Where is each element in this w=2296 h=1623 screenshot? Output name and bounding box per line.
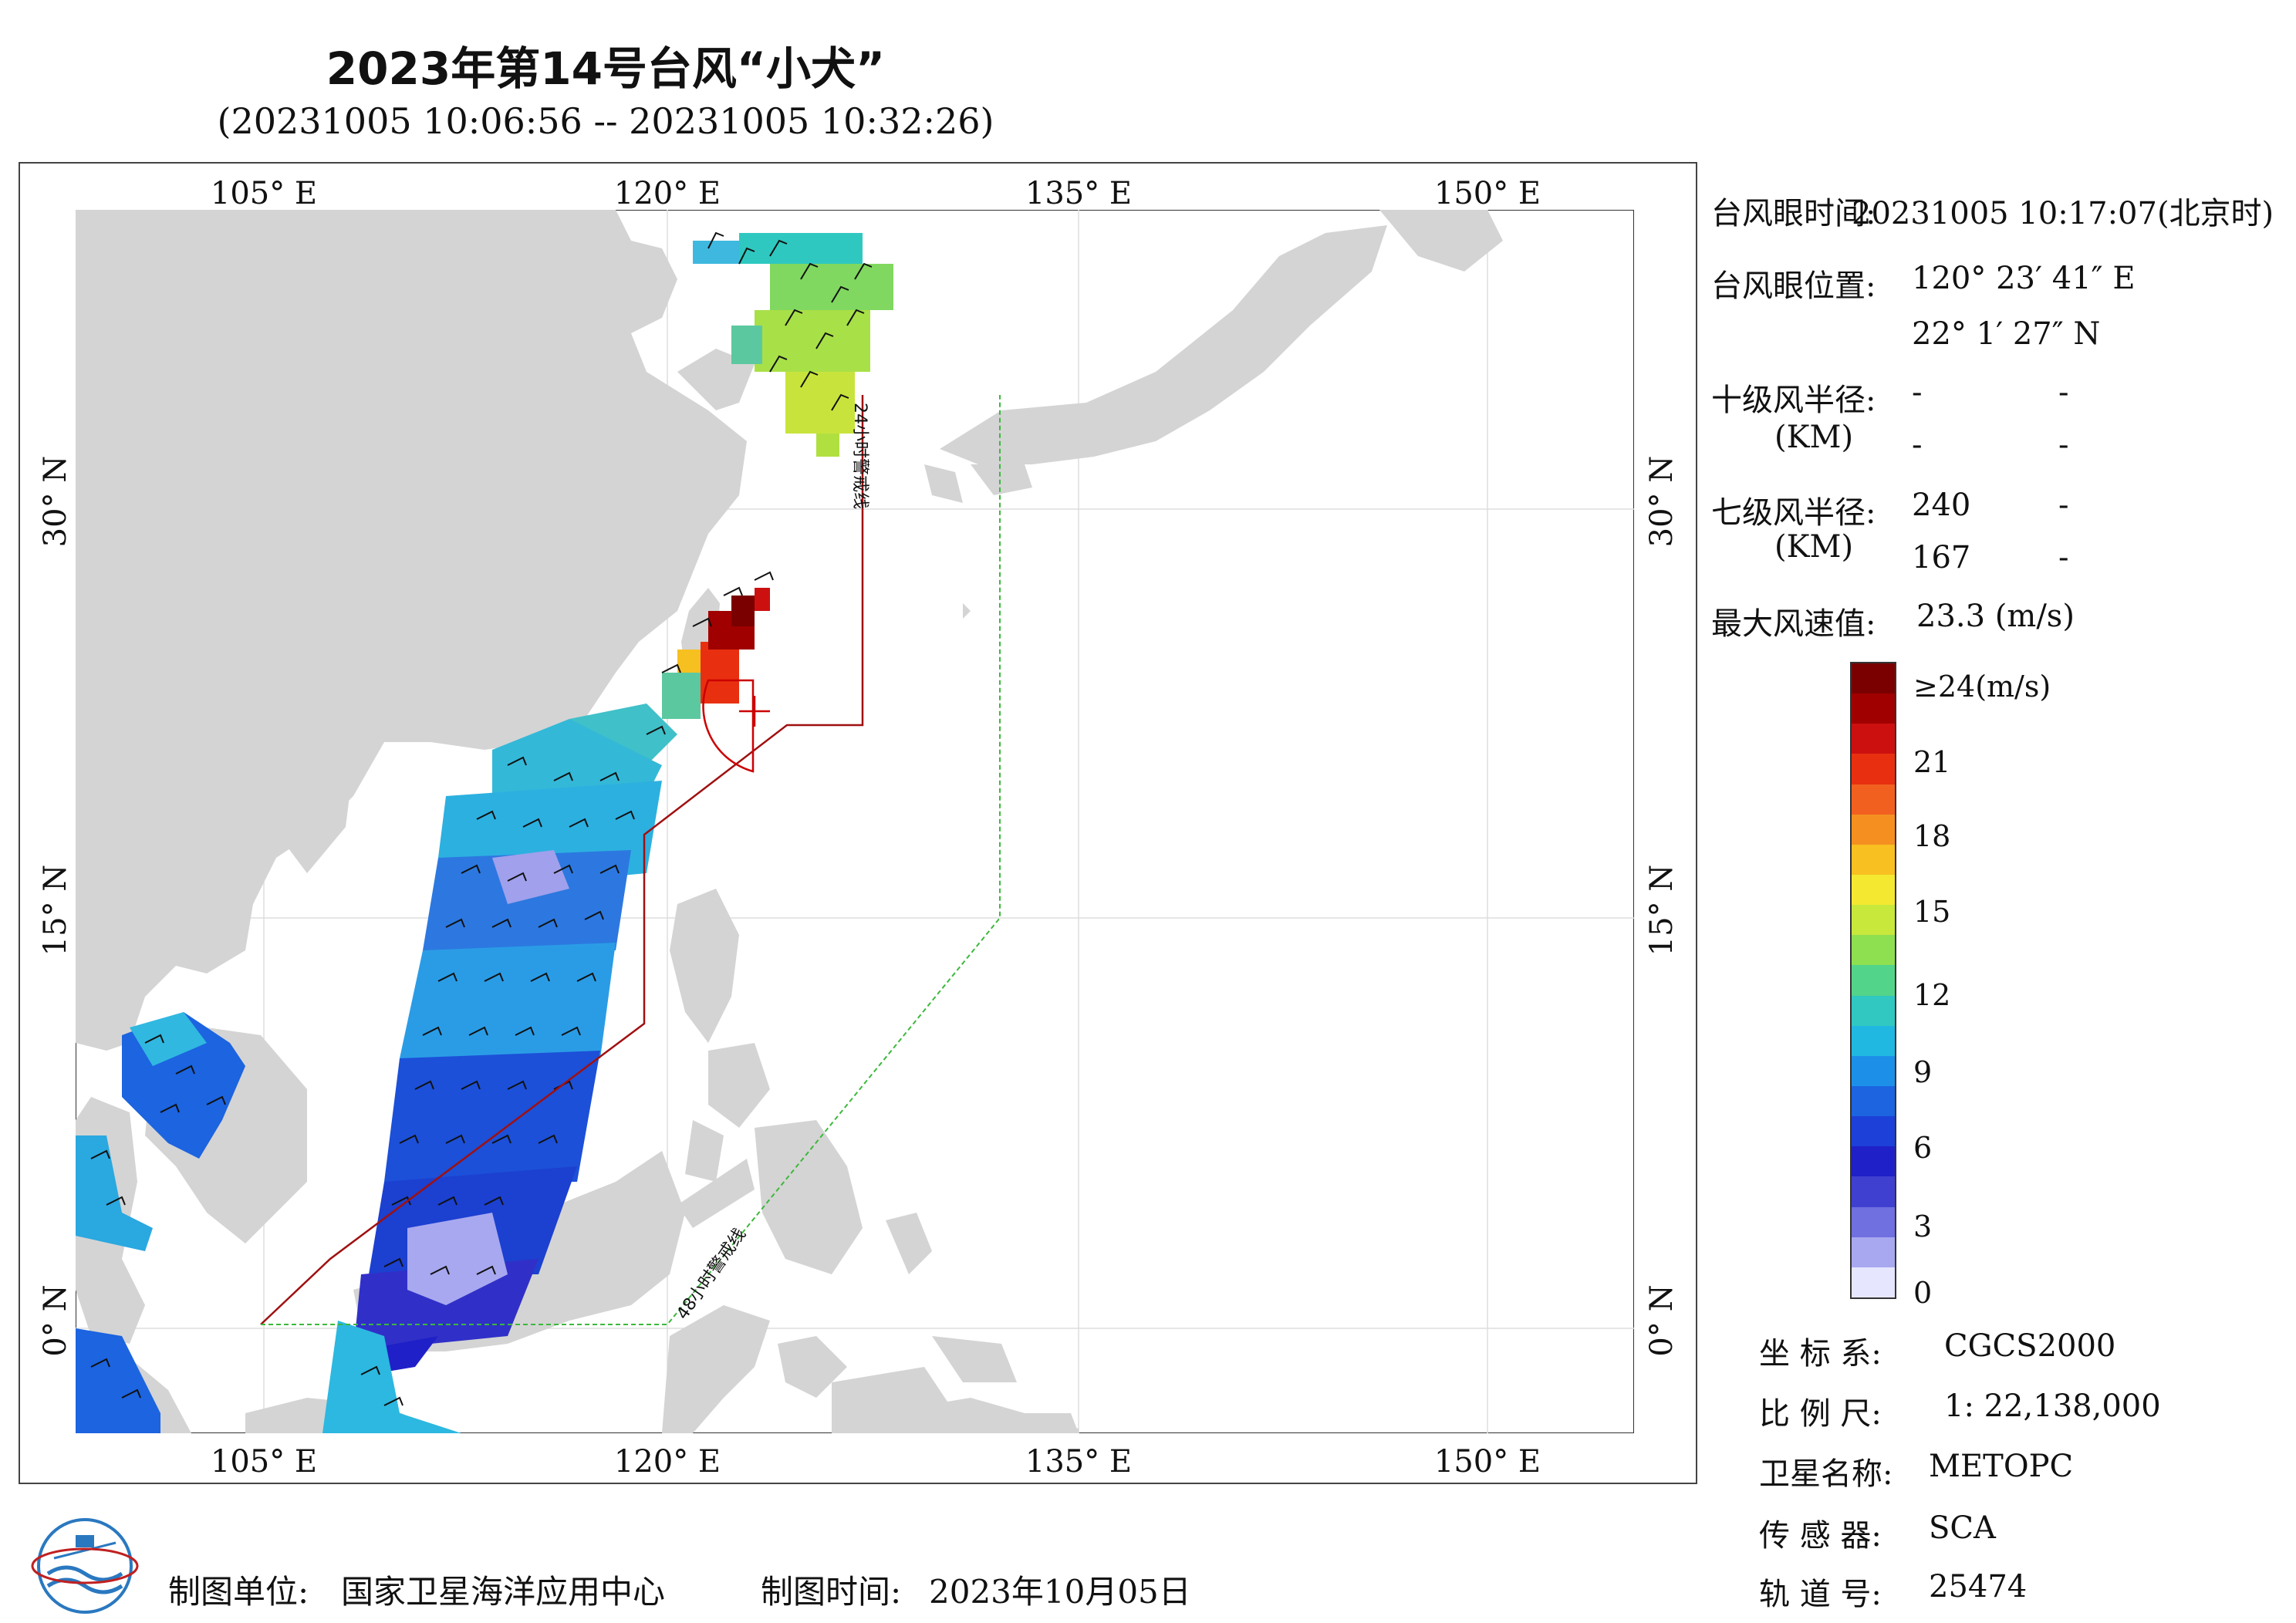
wind-swath-gulf <box>76 1012 461 1433</box>
orbit-value: 25474 <box>1929 1569 2028 1604</box>
r7-a1: 240 <box>1912 488 1971 523</box>
production-date-value: 2023年10月05日 <box>929 1573 1191 1611</box>
colorbar-segment <box>1852 1055 1895 1086</box>
colorbar-segment <box>1852 693 1895 724</box>
lon-tick-top-135: 135° E <box>1025 176 1133 211</box>
wind-swath-taiwan <box>662 588 770 719</box>
colorbar-segment <box>1852 663 1895 694</box>
colorbar-segment <box>1852 814 1895 845</box>
colorbar-segment <box>1852 874 1895 906</box>
eye-latitude: 22° 1′ 27″ N <box>1912 316 2101 352</box>
colorbar-segment <box>1852 905 1895 936</box>
producer-value: 国家卫星海洋应用中心 <box>341 1573 666 1611</box>
r7-b2: - <box>2058 540 2069 575</box>
nsoas-logo-icon <box>31 1518 139 1614</box>
scale-label: 比 例 尺: <box>1759 1396 1882 1432</box>
r10-label: 十级风半径: <box>1711 383 1876 418</box>
satellite-value: METOPC <box>1929 1449 2074 1484</box>
colorbar-segment <box>1852 724 1895 754</box>
eye-longitude: 120° 23′ 41″ E <box>1912 261 2136 296</box>
warning-line-24h <box>260 395 864 1325</box>
lat-tick-left-15: 15° N <box>38 864 73 957</box>
r10-b2: - <box>2058 427 2069 463</box>
r7-label: 七级风半径: <box>1711 495 1876 531</box>
colorbar-label-0: 0 <box>1913 1276 1933 1310</box>
sensor-label: 传 感 器: <box>1759 1518 1882 1554</box>
lon-tick-bottom-150: 150° E <box>1433 1444 1541 1480</box>
colorbar-segment <box>1852 754 1895 785</box>
map-title: 2023年第14号台风“小犬” <box>326 42 886 95</box>
colorbar-segment <box>1852 1237 1895 1267</box>
warning-line-48h <box>261 395 1001 1325</box>
lon-tick-bottom-120: 120° E <box>613 1444 721 1480</box>
map-frame <box>19 162 1697 1484</box>
r10-unit: (KM) <box>1774 420 1854 455</box>
colorbar-segment <box>1852 1267 1895 1297</box>
r10-a2: - <box>2058 375 2069 410</box>
satellite-label: 卫星名称: <box>1759 1456 1893 1492</box>
producer-label: 制图单位: <box>168 1573 309 1611</box>
scale-value: 1: 22,138,000 <box>1944 1388 2161 1424</box>
max-wind-value: 23.3 (m/s) <box>1916 599 2075 634</box>
lat-tick-left-30: 30° N <box>38 455 73 548</box>
colorbar-segment <box>1852 1146 1895 1177</box>
colorbar-segment <box>1852 1025 1895 1056</box>
lon-tick-top-150: 150° E <box>1433 176 1541 211</box>
colorbar-label-6: 6 <box>1913 1131 1933 1165</box>
map-subtitle: (20231005 10:06:56 -- 20231005 10:32:26) <box>217 100 994 142</box>
orbit-label: 轨 道 号: <box>1759 1577 1882 1612</box>
lat-tick-left-0: 0° N <box>38 1284 73 1357</box>
lon-tick-bottom-105: 105° E <box>210 1444 318 1480</box>
colorbar-label-12: 12 <box>1913 978 1951 1012</box>
lon-tick-top-105: 105° E <box>210 176 318 211</box>
lat-tick-right-30: 30° N <box>1644 455 1680 548</box>
lon-tick-top-120: 120° E <box>613 176 721 211</box>
colorbar-segment <box>1852 1176 1895 1207</box>
colorbar-segment <box>1852 1085 1895 1117</box>
wind-field-map: 24小时警戒线 48小时警戒线 <box>76 210 1634 1433</box>
colorbar-segment <box>1852 844 1895 875</box>
colorbar-label-24: ≥24(m/s) <box>1913 670 2051 704</box>
production-date-label: 制图时间: <box>761 1573 902 1611</box>
r7-unit: (KM) <box>1774 529 1854 565</box>
colorbar-segment <box>1852 1116 1895 1147</box>
crs-value: CGCS2000 <box>1944 1328 2116 1364</box>
colorbar-label-18: 18 <box>1913 819 1951 853</box>
typhoon-eye-marker <box>702 679 770 773</box>
eye-position-label: 台风眼位置: <box>1711 268 1876 304</box>
r10-b1: - <box>1912 427 1923 463</box>
land-masses <box>76 210 1503 1433</box>
r7-b1: 167 <box>1912 540 1971 575</box>
r10-a1: - <box>1912 375 1923 410</box>
eye-time-value: 20231005 10:17:07(北京时) <box>1852 196 2274 231</box>
crs-label: 坐 标 系: <box>1759 1336 1882 1372</box>
colorbar-segment <box>1852 1206 1895 1237</box>
sensor-value: SCA <box>1929 1510 1996 1546</box>
lon-tick-bottom-135: 135° E <box>1025 1444 1133 1480</box>
eye-time-label: 台风眼时间: <box>1711 196 1876 231</box>
max-wind-label: 最大风速值: <box>1711 606 1876 642</box>
warning-line-24h-label: 24小时警戒线 <box>850 403 869 509</box>
colorbar-label-3: 3 <box>1913 1210 1933 1243</box>
colorbar-segment <box>1852 784 1895 815</box>
lat-tick-right-0: 0° N <box>1644 1284 1680 1357</box>
lat-tick-right-15: 15° N <box>1644 864 1680 957</box>
wind-swath-scs <box>353 704 677 1375</box>
r7-a2: - <box>2058 488 2069 523</box>
colorbar-segment <box>1852 965 1895 996</box>
colorbar-label-9: 9 <box>1913 1055 1933 1089</box>
colorbar-label-21: 21 <box>1913 745 1951 779</box>
colorbar-segment <box>1852 995 1895 1026</box>
wind-barbs <box>90 231 873 1406</box>
colorbar-label-15: 15 <box>1913 895 1951 929</box>
colorbar-segment <box>1852 935 1895 966</box>
wind-speed-colorbar <box>1850 662 1896 1299</box>
